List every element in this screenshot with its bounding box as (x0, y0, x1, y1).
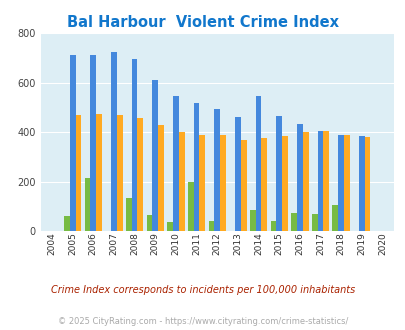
Bar (188, 182, 193, 231)
Bar (358, 136, 364, 231)
Bar (199, 135, 205, 231)
Bar (111, 52, 117, 231)
Bar (84, 178, 90, 231)
Bar (96, 114, 102, 231)
Text: Crime Index corresponds to incidents per 100,000 inhabitants: Crime Index corresponds to incidents per… (51, 285, 354, 295)
Bar (137, 118, 143, 231)
Bar (302, 132, 308, 231)
Bar (193, 103, 199, 231)
Bar (240, 140, 246, 231)
Bar (70, 55, 75, 231)
Bar (208, 221, 214, 231)
Bar (317, 131, 323, 231)
Bar (234, 117, 240, 231)
Text: © 2025 CityRating.com - https://www.cityrating.com/crime-statistics/: © 2025 CityRating.com - https://www.city… (58, 317, 347, 326)
Bar (332, 205, 337, 231)
Bar (131, 59, 137, 231)
Bar (152, 80, 158, 231)
Bar (126, 198, 131, 231)
Bar (337, 135, 343, 231)
Bar (117, 115, 122, 231)
Bar (90, 55, 96, 231)
Bar (290, 213, 296, 231)
Bar (173, 96, 178, 231)
Bar (343, 136, 349, 231)
Bar (281, 136, 287, 231)
Bar (255, 96, 261, 231)
Bar (178, 132, 184, 231)
Bar (214, 109, 220, 231)
Bar (146, 215, 152, 231)
Bar (270, 221, 276, 231)
Bar (296, 124, 302, 231)
Bar (75, 115, 81, 231)
Text: Bal Harbour  Violent Crime Index: Bal Harbour Violent Crime Index (67, 15, 338, 30)
Bar (276, 116, 281, 231)
Bar (220, 135, 225, 231)
Bar (249, 210, 255, 231)
Bar (167, 222, 173, 231)
Bar (64, 216, 70, 231)
Bar (311, 214, 317, 231)
Bar (158, 125, 164, 231)
Bar (261, 138, 266, 231)
Bar (323, 131, 328, 231)
Bar (364, 137, 370, 231)
